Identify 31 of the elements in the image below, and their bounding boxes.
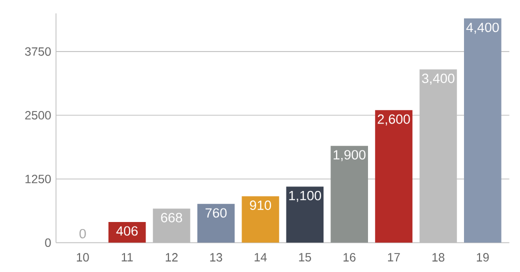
bar <box>197 204 235 243</box>
bar <box>108 222 146 243</box>
bar <box>242 196 280 243</box>
x-tick-label: 12 <box>166 253 178 262</box>
data-label: 406 <box>116 226 138 236</box>
y-tick-label: 3750 <box>25 47 51 56</box>
y-tick-label: 0 <box>45 238 51 247</box>
x-tick-label: 14 <box>254 253 267 262</box>
data-label: 4,400 <box>466 22 499 34</box>
x-tick-label: 18 <box>432 253 444 262</box>
x-tick-label: 19 <box>476 253 489 262</box>
x-tick-label: 16 <box>344 253 356 262</box>
x-tick-label: 11 <box>122 253 133 262</box>
x-tick-label: 15 <box>299 253 312 262</box>
x-tick-label: 13 <box>210 253 222 262</box>
data-label: 668 <box>161 212 182 222</box>
data-label: 910 <box>250 200 272 210</box>
data-label: 3,400 <box>422 74 454 85</box>
data-label: 1,900 <box>334 150 366 162</box>
data-label: 760 <box>206 208 227 218</box>
data-label: 2,600 <box>378 114 410 126</box>
y-tick-label: 1250 <box>26 174 51 184</box>
y-tick-label: 2500 <box>25 111 51 120</box>
bar <box>375 110 412 243</box>
data-label: 1,100 <box>289 190 322 202</box>
data-label: 0 <box>79 228 86 238</box>
x-tick-label: 17 <box>388 253 400 262</box>
x-tick-label: 10 <box>76 253 89 262</box>
bar <box>330 146 368 243</box>
bar <box>286 186 324 243</box>
bar <box>464 18 502 243</box>
